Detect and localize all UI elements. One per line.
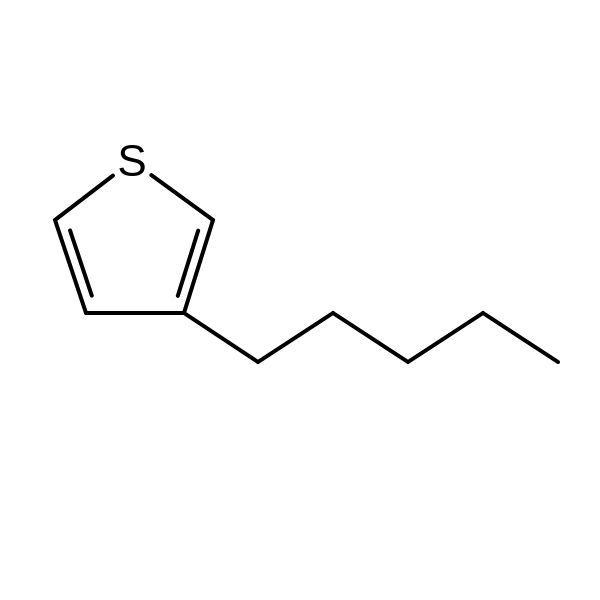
label-layer: S bbox=[117, 137, 146, 186]
bond bbox=[184, 313, 258, 362]
bond bbox=[483, 313, 558, 362]
bond-layer bbox=[55, 175, 558, 362]
bond bbox=[258, 313, 333, 362]
bond bbox=[55, 176, 113, 220]
molecule-diagram: S bbox=[0, 0, 600, 600]
bond bbox=[333, 313, 408, 362]
bond bbox=[70, 230, 92, 295]
bond bbox=[151, 175, 213, 220]
bond bbox=[408, 313, 483, 362]
atom-label-S: S bbox=[117, 137, 146, 186]
bond bbox=[178, 231, 198, 296]
